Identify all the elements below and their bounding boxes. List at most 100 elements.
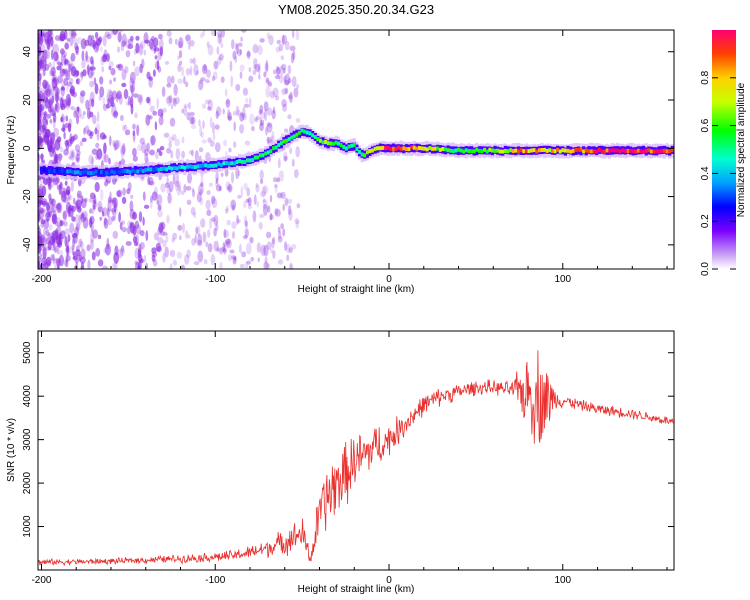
noise-speckle <box>284 128 289 133</box>
colorbar: 0.0 0.2 0.4 0.6 0.8 Normalized spectral ampl… <box>700 30 747 276</box>
noise-speckle <box>70 245 75 250</box>
noise-speckle <box>152 259 158 267</box>
noise-speckle <box>55 101 60 113</box>
noise-speckle <box>60 116 64 123</box>
noise-speckle <box>232 111 236 116</box>
snr-y-axis: 1000 2000 3000 4000 5000 <box>22 341 674 538</box>
ridge-core <box>605 148 609 153</box>
noise-speckle <box>39 44 46 53</box>
noise-speckle <box>158 33 163 40</box>
noise-speckle <box>142 191 146 201</box>
noise-speckle <box>64 68 69 77</box>
ridge-core <box>514 148 518 153</box>
ridge-core <box>433 146 437 151</box>
noise-speckle <box>82 217 89 229</box>
noise-speckle <box>168 141 172 149</box>
noise-speckle <box>109 135 112 146</box>
ridge-core <box>47 169 51 174</box>
noise-speckle <box>40 61 44 69</box>
noise-speckle <box>284 73 290 86</box>
noise-speckle <box>197 225 201 237</box>
noise-speckle <box>283 75 287 83</box>
noise-speckle <box>38 186 43 198</box>
noise-speckle <box>38 212 41 223</box>
noise-speckle <box>225 98 230 109</box>
noise-speckle <box>80 38 87 50</box>
noise-speckle <box>99 76 104 85</box>
noise-speckle <box>44 49 50 60</box>
noise-speckle <box>186 111 191 121</box>
noise-speckle <box>174 96 180 105</box>
x-tick-label: 0 <box>386 575 392 586</box>
noise-speckle <box>178 37 184 49</box>
noise-speckle <box>74 214 81 225</box>
noise-speckle <box>100 188 104 201</box>
noise-speckle <box>271 130 275 140</box>
noise-speckle <box>38 263 41 269</box>
y-tick-label: 5000 <box>22 341 33 364</box>
noise-speckle <box>282 203 286 212</box>
ridge-core <box>319 138 322 143</box>
ridge-core <box>668 149 672 154</box>
noise-speckle <box>176 251 183 259</box>
ridge-core <box>657 149 661 154</box>
noise-speckle <box>95 41 99 51</box>
noise-speckle <box>107 196 112 204</box>
noise-speckle <box>76 207 82 212</box>
noise-speckle <box>90 98 95 108</box>
ridge-core <box>642 149 645 154</box>
noise-speckle <box>90 239 94 251</box>
noise-speckle <box>165 96 171 104</box>
noise-speckle <box>92 39 96 50</box>
noise-speckle <box>205 199 211 210</box>
noise-speckle <box>241 251 247 258</box>
y-tick-label: 40 <box>22 46 33 58</box>
noise-speckle <box>51 95 55 104</box>
ridge-core <box>652 149 656 154</box>
noise-speckle <box>70 180 75 192</box>
noise-speckle <box>259 190 266 198</box>
ridge-core <box>123 169 127 173</box>
noise-speckle <box>139 258 144 264</box>
noise-speckle <box>231 171 234 184</box>
noise-speckle <box>135 42 140 54</box>
noise-speckle <box>132 155 138 162</box>
ridge-core <box>165 167 168 172</box>
noise-speckle <box>80 195 84 204</box>
noise-speckle <box>64 235 68 247</box>
noise-speckle <box>282 35 285 46</box>
noise-speckle <box>42 227 47 236</box>
ridge-core <box>438 147 442 152</box>
ridge-core <box>415 146 419 151</box>
noise-speckle <box>187 172 192 184</box>
noise-speckle <box>260 111 266 119</box>
noise-speckle <box>168 180 174 193</box>
ridge-core <box>100 170 103 175</box>
noise-speckle <box>56 224 61 235</box>
noise-speckle <box>108 90 114 97</box>
noise-speckle <box>248 97 252 109</box>
ridge-core <box>84 169 88 174</box>
ridge-core <box>339 143 343 148</box>
noise-speckle <box>226 219 231 226</box>
noise-speckle <box>38 86 41 92</box>
noise-speckle <box>162 108 167 113</box>
noise-speckle <box>44 97 49 110</box>
ridge-core <box>564 148 567 153</box>
noise-speckle <box>192 188 195 198</box>
noise-speckle <box>259 104 264 114</box>
noise-speckle <box>244 261 249 269</box>
ridge-core <box>590 149 593 154</box>
noise-speckle <box>53 85 59 92</box>
noise-speckle <box>172 259 177 266</box>
noise-speckle <box>153 47 160 52</box>
noise-speckle <box>43 111 48 117</box>
noise-speckle <box>139 137 145 145</box>
noise-speckle <box>122 142 126 155</box>
noise-speckle <box>227 112 232 122</box>
noise-speckle <box>229 249 235 254</box>
noise-speckle <box>237 194 242 199</box>
ridge-core <box>217 161 221 166</box>
noise-speckle <box>181 66 185 77</box>
